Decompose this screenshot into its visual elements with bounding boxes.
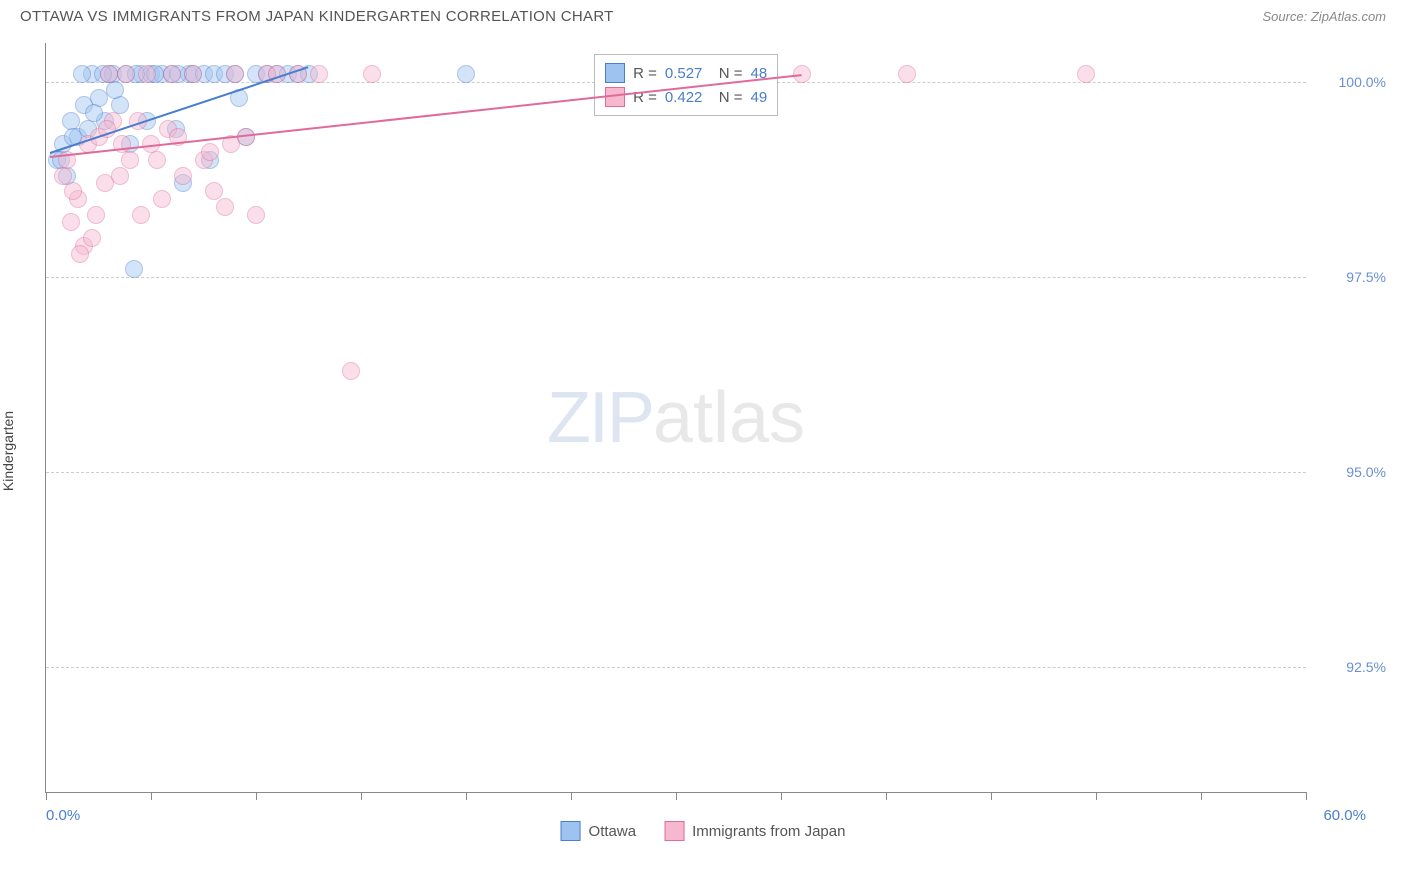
legend-swatch xyxy=(605,87,625,107)
x-label-min: 0.0% xyxy=(46,807,80,824)
data-point xyxy=(100,65,118,83)
data-point xyxy=(106,81,124,99)
legend-swatch xyxy=(561,821,581,841)
data-point xyxy=(62,213,80,231)
stats-legend: R = 0.527 N = 48R = 0.422 N = 49 xyxy=(594,54,778,116)
data-point xyxy=(363,65,381,83)
data-point xyxy=(1077,65,1095,83)
data-point xyxy=(73,65,91,83)
gridline-h xyxy=(46,277,1306,278)
y-tick-label: 100.0% xyxy=(1316,74,1386,90)
x-tick xyxy=(361,792,362,800)
x-tick xyxy=(676,792,677,800)
legend-item: Immigrants from Japan xyxy=(664,821,845,841)
gridline-h xyxy=(46,472,1306,473)
data-point xyxy=(247,206,265,224)
data-point xyxy=(184,65,202,83)
data-point xyxy=(83,229,101,247)
x-tick xyxy=(1096,792,1097,800)
legend-item: Ottawa xyxy=(561,821,637,841)
x-tick xyxy=(256,792,257,800)
x-tick xyxy=(781,792,782,800)
x-tick xyxy=(991,792,992,800)
data-point xyxy=(310,65,328,83)
chart-title: OTTAWA VS IMMIGRANTS FROM JAPAN KINDERGA… xyxy=(20,8,614,25)
x-tick xyxy=(571,792,572,800)
data-point xyxy=(216,198,234,216)
data-point xyxy=(342,362,360,380)
data-point xyxy=(163,65,181,83)
data-point xyxy=(64,182,82,200)
x-tick xyxy=(151,792,152,800)
watermark: ZIPatlas xyxy=(547,377,805,459)
data-point xyxy=(125,260,143,278)
data-point xyxy=(226,65,244,83)
chart-area: Kindergarten ZIPatlas 92.5%95.0%97.5%100… xyxy=(0,33,1406,853)
data-point xyxy=(85,104,103,122)
gridline-h xyxy=(46,667,1306,668)
x-tick xyxy=(1306,792,1307,800)
plot-region: ZIPatlas 92.5%95.0%97.5%100.0%0.0%60.0%R… xyxy=(45,43,1306,793)
data-point xyxy=(71,245,89,263)
data-point xyxy=(121,151,139,169)
data-point xyxy=(148,151,166,169)
data-point xyxy=(87,206,105,224)
x-tick xyxy=(886,792,887,800)
y-tick-label: 92.5% xyxy=(1316,659,1386,675)
data-point xyxy=(132,206,150,224)
data-point xyxy=(111,167,129,185)
data-point xyxy=(117,65,135,83)
stats-legend-row: R = 0.422 N = 49 xyxy=(605,85,767,109)
y-tick-label: 97.5% xyxy=(1316,269,1386,285)
y-tick-label: 95.0% xyxy=(1316,464,1386,480)
data-point xyxy=(898,65,916,83)
y-axis-label: Kindergarten xyxy=(0,411,16,491)
data-point xyxy=(457,65,475,83)
x-tick xyxy=(1201,792,1202,800)
chart-source: Source: ZipAtlas.com xyxy=(1262,9,1386,24)
data-point xyxy=(201,143,219,161)
x-tick xyxy=(466,792,467,800)
legend-swatch xyxy=(664,821,684,841)
x-label-max: 60.0% xyxy=(1323,807,1366,824)
bottom-legend: Ottawa Immigrants from Japan xyxy=(561,821,846,841)
data-point xyxy=(153,190,171,208)
x-tick xyxy=(46,792,47,800)
data-point xyxy=(138,65,156,83)
data-point xyxy=(174,167,192,185)
legend-swatch xyxy=(605,63,625,83)
